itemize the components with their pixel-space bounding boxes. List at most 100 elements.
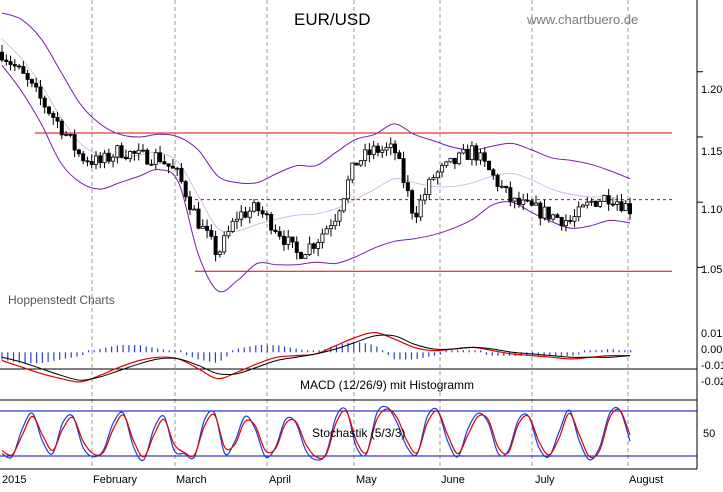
source-label: www.chartbuero.de [526, 12, 638, 27]
vertical-gridlines [91, 0, 629, 469]
candle-body-down [123, 156, 128, 160]
candle-body-down [55, 117, 60, 122]
candle-body-down [119, 145, 124, 158]
candle-body-up [328, 225, 333, 230]
candle-body-down [260, 210, 265, 215]
candle-body-up [576, 206, 581, 218]
candle-body-down [405, 182, 410, 192]
candle-body-down [17, 65, 22, 68]
candle-body-down [106, 152, 111, 162]
candle-body-up [422, 194, 427, 201]
candle-body-up [598, 200, 603, 207]
candle-body-up [521, 199, 526, 205]
candle-body-down [474, 145, 479, 161]
x-tick-label: August [629, 474, 663, 486]
candle-body-down [187, 196, 192, 210]
candle-body-up [200, 225, 205, 229]
candle-body-down [34, 82, 39, 88]
candle-body-up [431, 177, 436, 180]
candle-body-up [192, 208, 197, 211]
candle-body-up [418, 199, 423, 218]
candle-body-up [512, 197, 517, 202]
candle-body-down [393, 143, 398, 154]
candle-body-up [551, 214, 556, 220]
candle-body-up [111, 156, 116, 162]
candle-body-up [128, 150, 133, 160]
candle-body-down [311, 243, 316, 249]
candle-body-down [175, 167, 180, 170]
macd-signal-line [1, 334, 631, 381]
candle-body-down [196, 208, 201, 229]
candle-body-down [299, 252, 304, 259]
candle-body-down [25, 73, 30, 80]
candle-body-down [452, 157, 457, 165]
candle-body-down [568, 220, 573, 222]
price-tick-marks [697, 71, 703, 268]
candle-body-down [205, 225, 210, 231]
candle-body-down [209, 229, 214, 237]
candle-body-up [333, 220, 338, 227]
candle-body-down [414, 212, 419, 218]
candle-body-down [76, 149, 81, 155]
candle-body-up [307, 243, 312, 255]
candle-body-up [230, 220, 235, 232]
candle-body-down [367, 149, 372, 156]
candle-body-up [602, 195, 607, 202]
candle-body-up [534, 202, 539, 206]
candle-body-down [375, 145, 380, 153]
candle-body-down [162, 161, 167, 165]
candle-body-down [170, 165, 175, 169]
price-tick-label: 1.10 [701, 204, 722, 216]
stochastic-k-line [1, 405, 631, 462]
candle-body-up [64, 133, 69, 136]
candle-body-down [290, 236, 295, 243]
candle-body-down [98, 155, 103, 164]
stochastic-axis-labels: 50 [703, 428, 715, 440]
price-tick-label: 1.20 [701, 84, 722, 96]
candle-body-up [427, 178, 432, 195]
candle-body-down [525, 199, 530, 202]
candle-body-down [8, 61, 13, 65]
candle-body-down [0, 51, 4, 61]
macd-tick-label: 0.01 [701, 328, 722, 340]
candle-body-down [559, 217, 564, 227]
candle-body-down [354, 162, 359, 166]
macd-lines [1, 331, 631, 383]
candle-body-up [346, 179, 351, 200]
candle-body-down [504, 185, 509, 189]
price-axis: 1.20 1.15 1.10 1.05 [696, 0, 722, 469]
x-tick-label: May [356, 474, 377, 486]
candle-body-up [581, 204, 586, 208]
candle-body-down [166, 163, 171, 167]
candle-body-down [294, 241, 299, 253]
macd-caption: MACD (12/26/9) mit Histogramm [300, 378, 474, 392]
candle-body-down [281, 235, 286, 245]
candle-body-down [21, 66, 26, 74]
candle-body-down [516, 197, 521, 205]
candle-body-up [234, 218, 239, 222]
x-axis: 2015 February March April May June July … [2, 474, 663, 486]
candle-body-up [136, 149, 141, 154]
candle-body-up [102, 152, 107, 164]
candle-body-up [384, 147, 389, 151]
macd-panel: MACD (12/26/9) mit Histogramm [0, 331, 697, 392]
stochastic-tick-label: 50 [703, 428, 715, 440]
x-tick-label: February [93, 474, 138, 486]
candle-body-up [341, 198, 346, 212]
candle-body-down [183, 181, 188, 198]
stochastic-d-line [1, 408, 631, 460]
candle-body-up [153, 152, 158, 165]
bollinger-upper-band [1, 12, 631, 185]
candle-body-down [179, 167, 184, 182]
candle-body-down [51, 112, 56, 118]
candle-body-down [529, 200, 534, 206]
price-tick-label: 1.05 [701, 264, 722, 276]
candle-body-down [508, 187, 513, 202]
x-tick-label: June [441, 474, 465, 486]
candle-body-up [469, 145, 474, 160]
macd-tick-label: -0.02 [701, 376, 723, 388]
price-tick-label: 1.15 [701, 146, 722, 158]
candle-body-up [239, 211, 244, 220]
candle-body-up [337, 210, 342, 222]
